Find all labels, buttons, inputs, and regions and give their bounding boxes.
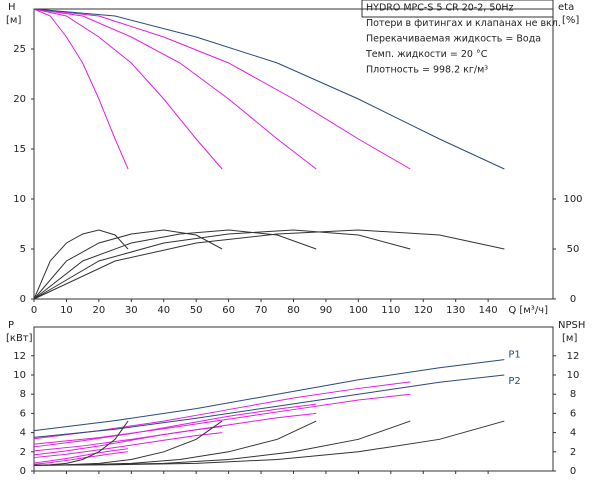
y-tick-label: 12 — [13, 351, 26, 362]
curve — [33, 393, 411, 445]
y-tick-label: 10 — [13, 370, 26, 381]
curve-label: P1 — [508, 350, 520, 361]
y2-tick-label: 12 — [567, 351, 580, 362]
y-tick-label: 4 — [20, 428, 26, 439]
x-axis-title: Q [м³/ч] — [508, 305, 548, 316]
annotation: HYDRO MPC-S 5 CR 20-2, 50Hz — [366, 3, 514, 14]
x-tick-label: 70 — [255, 305, 268, 316]
y-axis-title: P — [8, 320, 14, 331]
curve — [33, 229, 411, 300]
curve — [33, 448, 129, 464]
x-tick-label: 60 — [222, 305, 235, 316]
curve-label: P2 — [508, 376, 520, 387]
curve — [33, 451, 129, 465]
y-tick-label: 5 — [20, 244, 26, 255]
y-tick-label: 6 — [20, 408, 26, 419]
x-tick-label: 30 — [125, 305, 138, 316]
curve — [33, 8, 223, 170]
y-tick-label: 0 — [20, 466, 26, 477]
x-tick-label: 40 — [157, 305, 170, 316]
y2-tick-label: 50 — [567, 244, 580, 255]
curve — [33, 229, 505, 300]
y2-axis-unit: [м] — [562, 333, 577, 344]
curve — [33, 8, 505, 170]
y2-axis-title: NPSH — [558, 320, 585, 331]
x-tick-label: 110 — [381, 305, 400, 316]
curve — [33, 359, 505, 432]
y-tick-label: 2 — [20, 447, 26, 458]
y-tick-label: 20 — [13, 94, 26, 105]
y-tick-label: 0 — [20, 294, 26, 305]
x-tick-label: 50 — [190, 305, 203, 316]
y2-tick-label: 0 — [570, 466, 576, 477]
curve — [33, 229, 129, 300]
annotation: Перекачиваемая жидкость = Вода — [366, 34, 541, 45]
x-tick-label: 90 — [320, 305, 333, 316]
annotation: Плотность = 998.2 кг/м³ — [366, 65, 488, 76]
x-tick-label: 120 — [414, 305, 433, 316]
y2-tick-label: 100 — [563, 194, 582, 205]
x-tick-label: 20 — [93, 305, 106, 316]
info-box — [361, 0, 554, 18]
curve — [33, 8, 411, 170]
curve — [33, 229, 317, 300]
y2-axis-unit: [%] — [562, 15, 579, 26]
curve — [33, 229, 223, 300]
y2-tick-label: 2 — [570, 447, 576, 458]
curve — [33, 420, 505, 466]
curve — [33, 403, 317, 448]
y2-tick-label: 0 — [570, 294, 576, 305]
x-tick-label: 140 — [479, 305, 498, 316]
y-tick-label: 25 — [13, 44, 26, 55]
y-axis-unit: [м] — [6, 15, 21, 26]
x-tick-label: 130 — [446, 305, 465, 316]
x-tick-label: 0 — [31, 305, 37, 316]
y2-axis-title: eta — [558, 2, 574, 13]
curve — [33, 432, 223, 459]
annotation: Темп. жидкости = 20 °C — [365, 49, 488, 60]
x-tick-label: 100 — [349, 305, 368, 316]
x-tick-label: 80 — [287, 305, 300, 316]
y-tick-label: 15 — [13, 144, 26, 155]
y2-tick-label: 6 — [570, 408, 576, 419]
curve — [33, 412, 317, 452]
x-tick-label: 10 — [60, 305, 73, 316]
curve — [33, 8, 129, 170]
y2-tick-label: 10 — [567, 370, 580, 381]
y2-tick-label: 8 — [570, 389, 576, 400]
annotation: Потери в фитингах и клапанах не вкл. — [366, 18, 561, 29]
curve — [33, 8, 317, 170]
curve — [33, 374, 505, 438]
y-tick-label: 8 — [20, 389, 26, 400]
y-tick-label: 10 — [13, 194, 26, 205]
y2-tick-label: 4 — [570, 428, 576, 439]
y-axis-unit: [кВт] — [6, 333, 33, 344]
y-axis-title: H — [8, 2, 16, 13]
